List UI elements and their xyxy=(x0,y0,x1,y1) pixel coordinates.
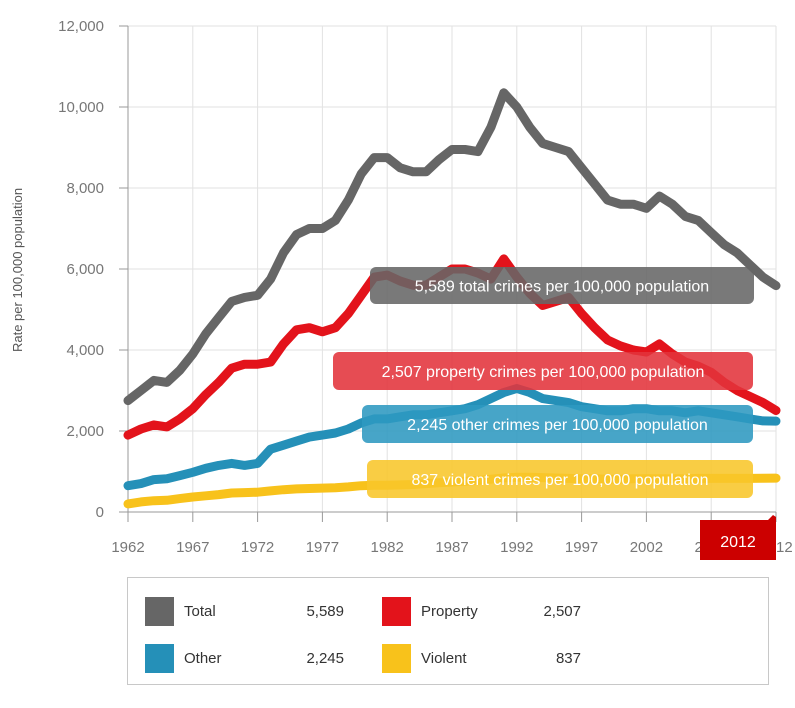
callout-violent: 837 violent crimes per 100,000 populatio… xyxy=(367,460,753,498)
legend-swatch-property xyxy=(382,596,411,626)
y-tick-label: 12,000 xyxy=(58,18,104,35)
x-tick-label: 2002 xyxy=(630,539,663,556)
callout-box xyxy=(333,352,753,390)
callout-box xyxy=(362,405,753,443)
callout-text: 837 violent crimes per 100,000 populatio… xyxy=(411,472,708,489)
line-chart: 0 2,000 4,000 6,000 8,000 10,000 12,000 1962 19… xyxy=(10,18,793,560)
legend-label-other: Other xyxy=(184,649,222,667)
x-tick-label: 1967 xyxy=(176,539,209,556)
legend-label-total: Total xyxy=(184,602,216,620)
y-tick-label: 8,000 xyxy=(66,180,104,197)
callout-other: 2,245 other crimes per 100,000 populatio… xyxy=(362,405,753,443)
x-tick-labels: 1962196719721977198219871992199720022007… xyxy=(111,539,792,556)
legend-item-property[interactable]: Property 2,507 xyxy=(382,596,581,626)
legend-value-other: 2,245 xyxy=(306,649,344,667)
year-highlight[interactable]: 2012 xyxy=(700,515,776,560)
callout-text: 5,589 total crimes per 100,000 populatio… xyxy=(415,279,709,296)
y-tick-label: 0 xyxy=(96,504,104,521)
legend-value-property: 2,507 xyxy=(543,602,581,620)
y-tick-label: 6,000 xyxy=(66,261,104,278)
legend-value-violent: 837 xyxy=(555,649,581,667)
legend-value-total: 5,589 xyxy=(306,602,344,620)
y-tick-labels: 0 2,000 4,000 6,000 8,000 10,000 12,000 xyxy=(58,18,104,521)
highlight-year-label: 2012 xyxy=(720,534,756,551)
y-tick-label: 10,000 xyxy=(58,99,104,116)
callout-text: 2,507 property crimes per 100,000 popula… xyxy=(382,364,705,381)
x-tick-label: 1977 xyxy=(306,539,339,556)
callout-box xyxy=(367,460,753,498)
legend-label-property: Property xyxy=(421,602,478,620)
legend-swatch-violent xyxy=(382,643,411,673)
legend-swatch-other xyxy=(145,643,174,673)
legend-item-violent[interactable]: Violent 837 xyxy=(382,643,581,673)
callout-box xyxy=(370,267,754,304)
value-callouts: 5,589 total crimes per 100,000 populatio… xyxy=(333,267,754,498)
callout-text: 2,245 other crimes per 100,000 populatio… xyxy=(407,417,708,434)
x-tick-label: 1997 xyxy=(565,539,598,556)
x-tick-label: 1972 xyxy=(241,539,274,556)
callout-total: 5,589 total crimes per 100,000 populatio… xyxy=(370,267,754,304)
callout-property: 2,507 property crimes per 100,000 popula… xyxy=(333,352,753,390)
y-tick-label: 2,000 xyxy=(66,423,104,440)
legend-swatch-total xyxy=(145,596,174,626)
legend-item-total[interactable]: Total 5,589 xyxy=(145,596,344,626)
legend: Total 5,589 Property 2,507 Other 2,245 V… xyxy=(127,577,769,685)
series-line-total xyxy=(123,88,781,406)
legend-item-other[interactable]: Other 2,245 xyxy=(145,643,344,673)
highlight-year-badge xyxy=(700,515,776,560)
y-axis-label: Rate per 100,000 population xyxy=(10,188,25,352)
legend-label-violent: Violent xyxy=(421,649,467,667)
y-tick-label: 4,000 xyxy=(66,342,104,359)
x-tick-label: 1962 xyxy=(111,539,144,556)
x-tick-label: 1987 xyxy=(435,539,468,556)
x-tick-label: 1982 xyxy=(371,539,404,556)
x-tick-label: 1992 xyxy=(500,539,533,556)
